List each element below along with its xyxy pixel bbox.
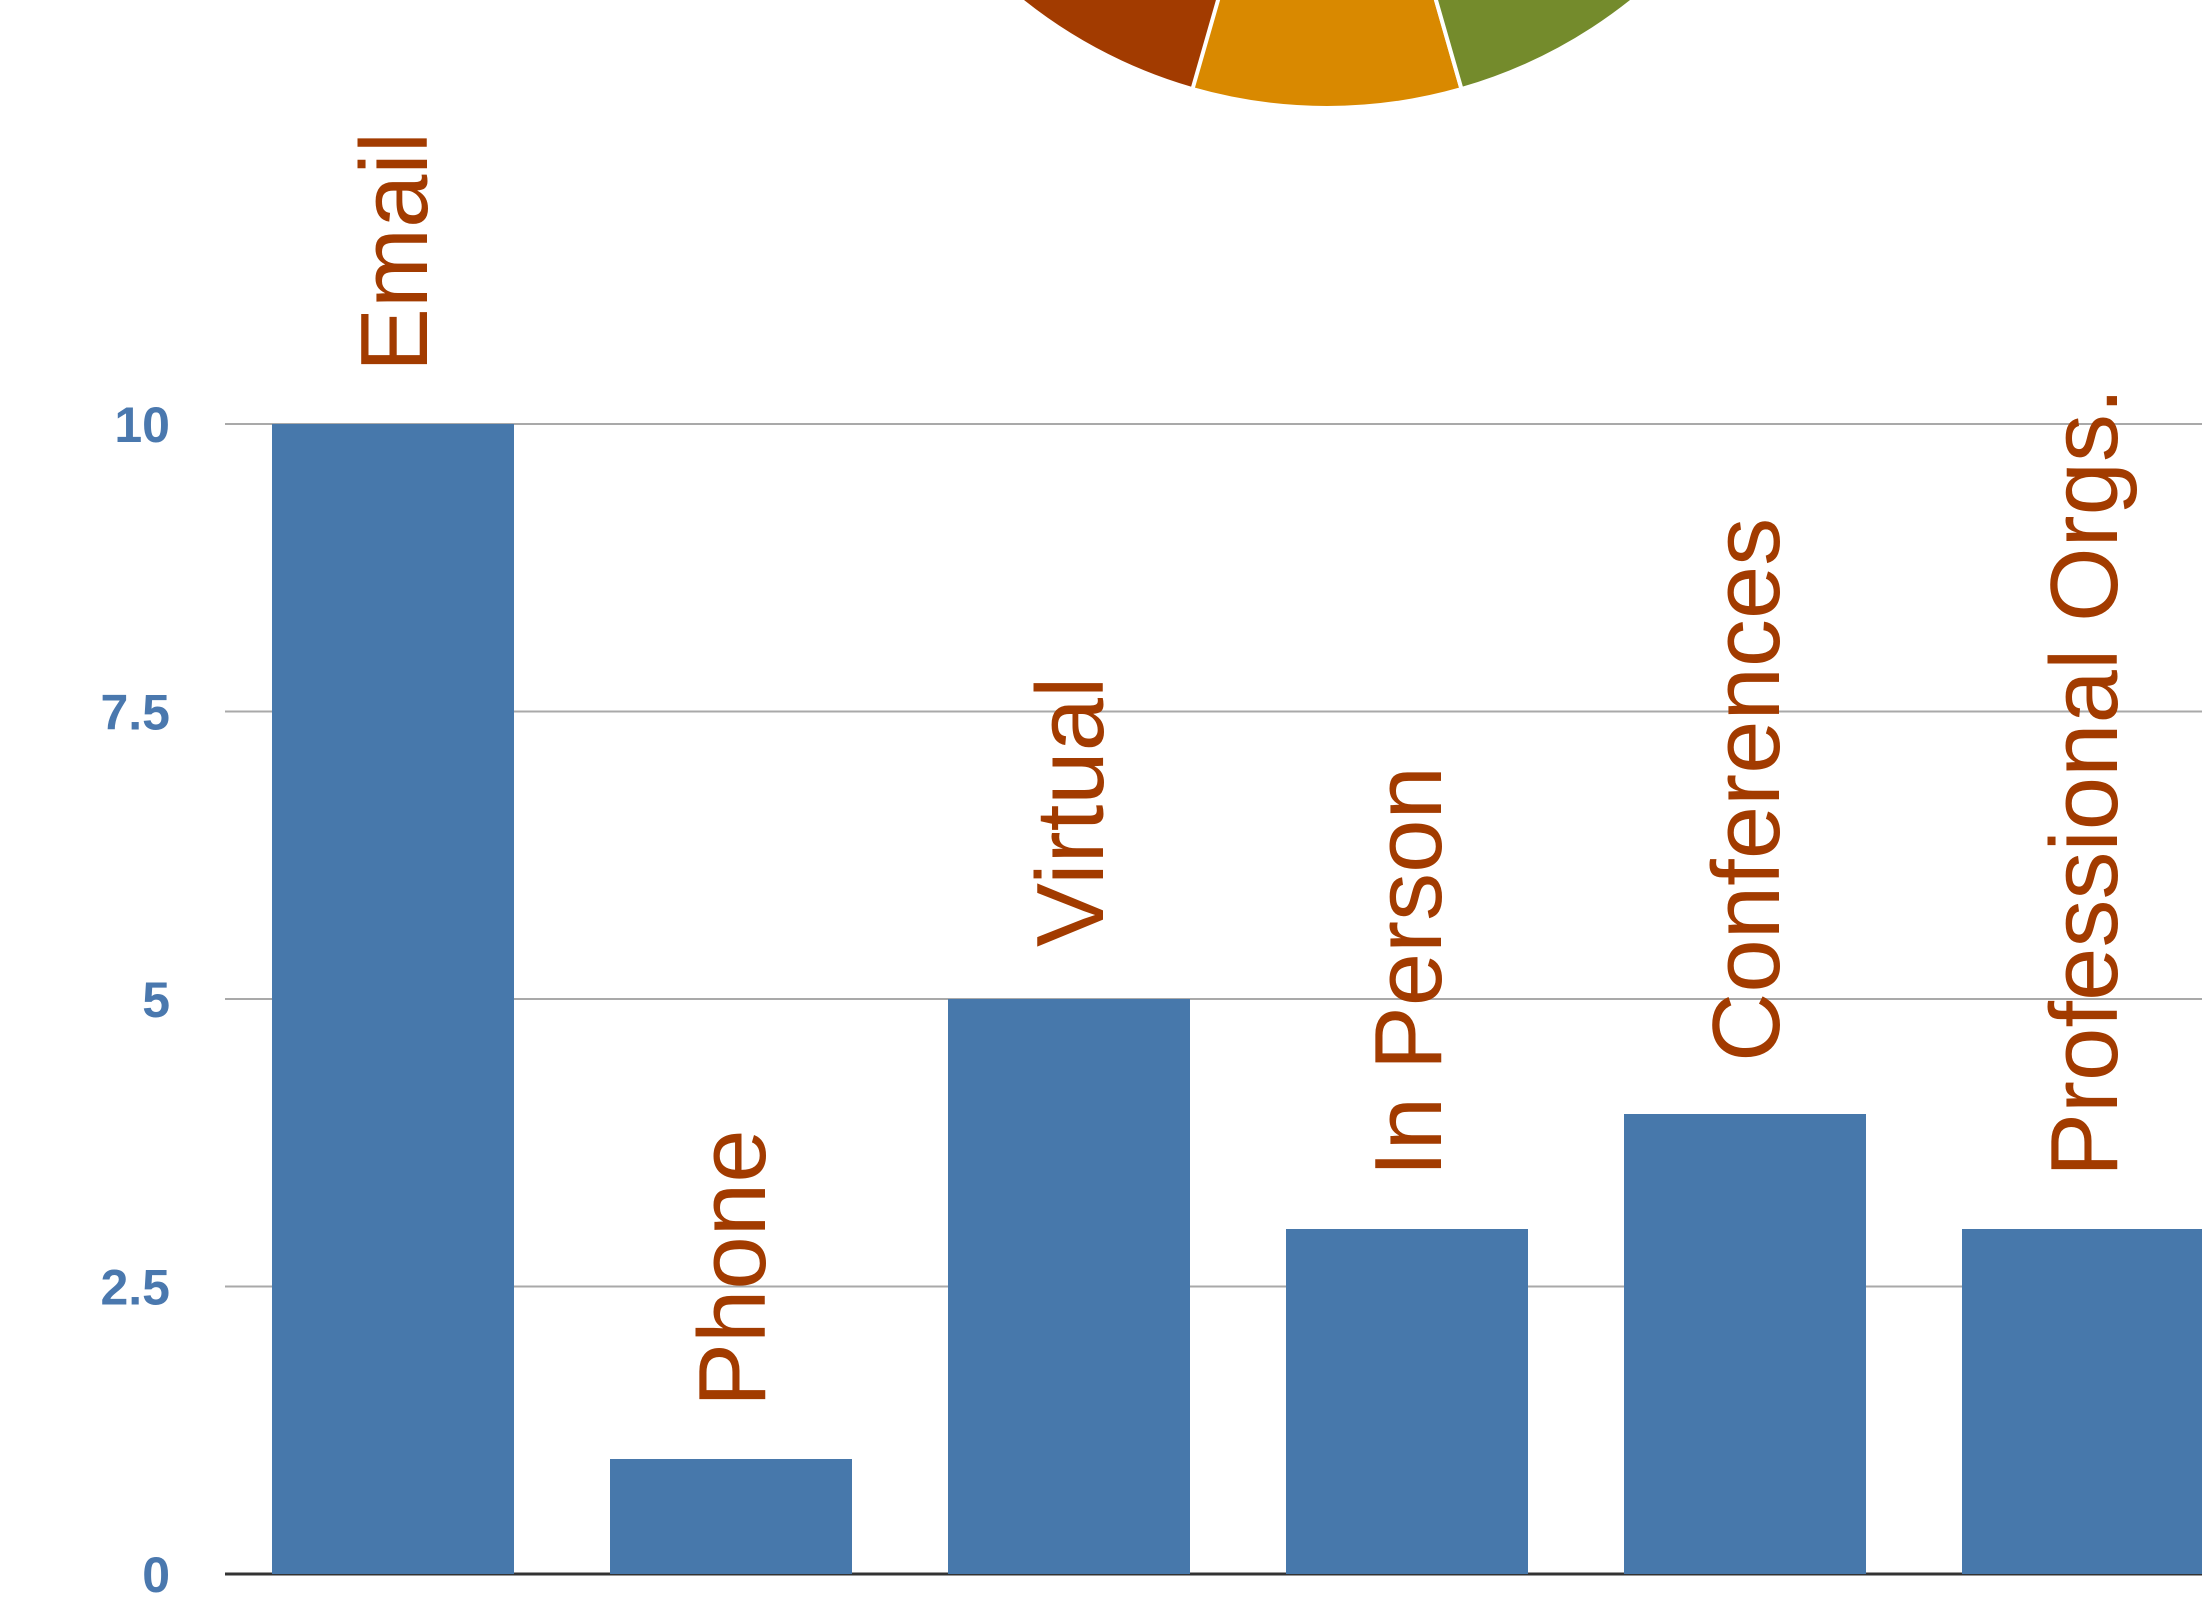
- y-tick-label: 5: [142, 972, 170, 1028]
- bar: [272, 424, 514, 1574]
- pie-slice: [1433, 0, 1637, 92]
- bar: [948, 999, 1190, 1574]
- y-tick-label: 7.5: [100, 685, 170, 741]
- category-label: Email: [341, 132, 448, 372]
- y-axis-ticks: 0 2.5 5 7.5 10: [100, 397, 170, 1598]
- category-label: In Person: [1355, 766, 1462, 1177]
- bar: [1962, 1229, 2202, 1574]
- gridlines: [225, 423, 2202, 1576]
- bar: [1624, 1114, 1866, 1574]
- y-tick-label: 0: [142, 1547, 170, 1598]
- bar: [610, 1459, 852, 1574]
- category-label: Virtual: [1017, 677, 1124, 947]
- y-tick-label: 2.5: [100, 1260, 170, 1316]
- bar: [1286, 1229, 1528, 1574]
- pie-slice: [1190, 0, 1464, 110]
- bar-labels: Email Phone Virtual In Person Conferences Pro…: [341, 132, 2138, 1407]
- bars: [272, 424, 2202, 1574]
- category-label: Phone: [679, 1129, 786, 1407]
- category-label: Conferences: [1693, 518, 1800, 1062]
- category-label: Professional Orgs.: [2031, 387, 2138, 1177]
- y-tick-label: 10: [114, 397, 170, 453]
- pie-fragment: [1017, 0, 1637, 110]
